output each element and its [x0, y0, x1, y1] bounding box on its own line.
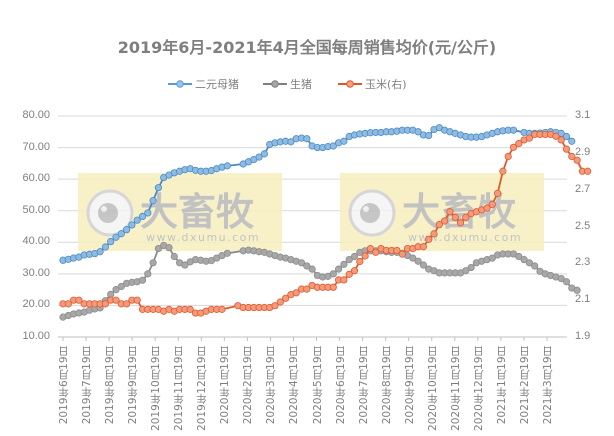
y-right-tick-label: 2.5 [575, 219, 591, 232]
line-marker-icon [263, 80, 287, 88]
y-tick-label: 30.00 [22, 266, 50, 279]
y-right-tick-label: 2.7 [575, 182, 591, 195]
line-marker-icon [168, 80, 192, 88]
series-0 [59, 124, 576, 264]
y-right-tick-label: 2.9 [575, 145, 591, 158]
svg-text:www.dxumu.com: www.dxumu.com [408, 231, 522, 244]
y-tick-label: 70.00 [22, 140, 50, 153]
legend-label: 生猪 [290, 78, 312, 91]
y-tick-label: 20.00 [22, 298, 50, 311]
series-1 [59, 241, 581, 321]
y-tick-label: 40.00 [22, 235, 50, 248]
y-tick-label: 50.00 [22, 203, 50, 216]
y-right-tick-label: 1.9 [575, 330, 591, 342]
svg-text:www.dxumu.com: www.dxumu.com [146, 231, 260, 244]
svg-text:大畜牧: 大畜牧 [402, 190, 517, 234]
chart-title: 2019年6月-2021年4月全国每周销售均价(元/公斤) [117, 38, 497, 57]
series-2 [59, 130, 592, 317]
legend-label: 玉米(右) [365, 78, 407, 91]
y-tick-label: 60.00 [22, 172, 50, 185]
legend-item-hog: 生猪 [263, 76, 312, 92]
y-tick-label: 80.00 [22, 109, 50, 121]
y-tick-label: 10.00 [22, 330, 50, 342]
line-marker-icon [338, 80, 362, 88]
y-right-tick-label: 2.1 [575, 293, 591, 306]
y-right-tick-label: 3.1 [575, 109, 591, 121]
y-right-tick-label: 2.3 [575, 256, 591, 269]
svg-text:大畜牧: 大畜牧 [140, 190, 255, 234]
legend-item-corn: 玉米(右) [338, 76, 407, 92]
legend-item-sow: 二元母猪 [168, 76, 239, 92]
legend-label: 二元母猪 [195, 78, 239, 91]
legend: 二元母猪 生猪 玉米(右) [0, 76, 614, 94]
